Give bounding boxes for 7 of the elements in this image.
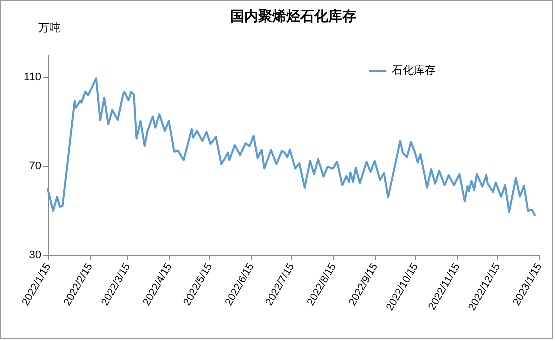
y-tick-label: 110 bbox=[24, 72, 42, 84]
y-axis-title: 万吨 bbox=[38, 22, 60, 34]
legend-label: 石化库存 bbox=[392, 64, 436, 77]
chart-title: 国内聚烯烃石化库存 bbox=[230, 8, 356, 24]
y-tick-label: 70 bbox=[29, 160, 42, 173]
line-series bbox=[47, 78, 536, 216]
y-tick-label: 30 bbox=[29, 250, 42, 262]
